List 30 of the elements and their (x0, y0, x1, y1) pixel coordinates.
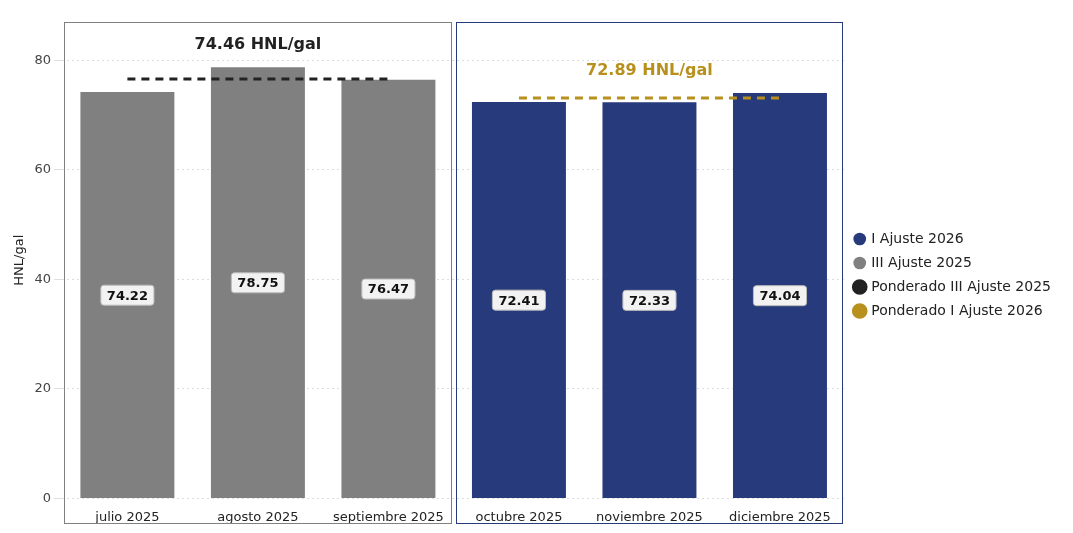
legend-label: I Ajuste 2026 (871, 229, 964, 246)
annotation: 74.46 HNL/gal (194, 34, 322, 54)
legend-label: III Ajuste 2025 (871, 253, 972, 270)
y-tick-label: 80 (34, 51, 52, 67)
annotation: 72.89 HNL/gal (586, 60, 713, 80)
y-tick-label: 40 (34, 270, 52, 286)
x-tick-label: septiembre 2025 (332, 508, 444, 524)
x-tick-label: julio 2025 (94, 508, 160, 524)
data-label: 78.75 (237, 275, 279, 291)
x-tick-label: agosto 2025 (217, 508, 299, 524)
legend-label: Ponderado I Ajuste 2026 (871, 301, 1043, 318)
y-tick-label: 60 (34, 161, 52, 177)
x-tick-label: noviembre 2025 (596, 508, 703, 524)
data-label: 76.47 (367, 281, 409, 297)
bar (602, 102, 697, 498)
bar (210, 67, 305, 498)
y-tick-label: 0 (42, 489, 52, 505)
data-label: 72.33 (628, 292, 671, 308)
legend-label: Ponderado III Ajuste 2025 (871, 277, 1052, 294)
bar (80, 91, 175, 498)
data-label: 72.41 (498, 292, 540, 308)
data-label: 74.22 (106, 287, 148, 303)
x-tick-label: diciembre 2025 (729, 508, 831, 524)
data-label: 74.04 (759, 288, 801, 304)
bar (471, 101, 566, 498)
bar (341, 79, 436, 498)
bar (732, 92, 827, 498)
x-tick-label: octubre 2025 (475, 508, 563, 524)
y-axis-title: HNL/gal (11, 234, 27, 286)
y-tick-label: 20 (34, 380, 52, 396)
